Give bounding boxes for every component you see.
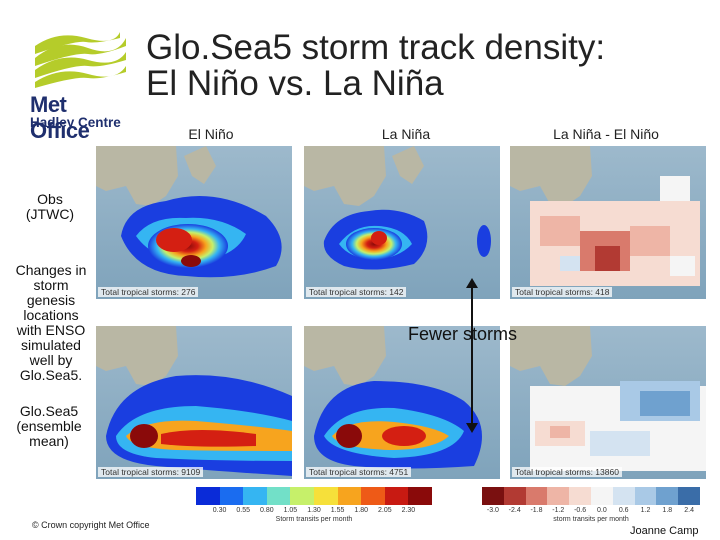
colorbar-tick-label: 0.0 [597, 507, 607, 514]
colorbar-difference-strip [482, 487, 700, 505]
panel-caption: Total tropical storms: 276 [98, 287, 199, 297]
title-line-2: El Niño vs. La Niña [146, 64, 444, 103]
column-header-el-nino: El Niño [188, 126, 234, 142]
colorbar-difference-ticks: -3.0 -2.4 -1.8 -1.2 -0.6 0.0 0.6 1.2 1.8 2.4 [482, 507, 700, 516]
colorbar-swatch [547, 487, 570, 505]
colorbar-swatch [656, 487, 679, 505]
note-line: with ENSO [16, 322, 86, 338]
colorbar-swatch [290, 487, 314, 505]
row-label-model: Glo.Sea5 (ensemble mean) [6, 404, 92, 449]
row-note: Changes in storm genesis locations with … [8, 263, 94, 383]
column-header-difference: La Niña - El Niño [553, 126, 659, 142]
double-arrow-icon [466, 278, 478, 433]
row-label-model-line3: mean) [29, 433, 69, 449]
colorbar-tick-label: 0.80 [259, 507, 274, 514]
row-label-model-line1: Glo.Sea5 [19, 403, 79, 419]
colorbar-swatch [408, 487, 432, 505]
note-line: Changes in [15, 262, 87, 278]
colorbar-tick-label: -1.8 [530, 507, 543, 514]
note-line: genesis [26, 292, 76, 308]
map-model-difference: Total tropical storms: 13860 [510, 326, 706, 479]
colorbar-swatch [361, 487, 385, 505]
colorbar-swatch [612, 487, 635, 505]
logo-swoosh-icon [35, 32, 126, 88]
note-line: Glo.Sea5. [19, 367, 83, 383]
colorbar-density-ticks: 0.30 0.55 0.80 1.05 1.30 1.55 1.80 2.05 2.30 [196, 507, 432, 516]
column-header-la-nina: La Niña [381, 126, 431, 142]
map-model-el-nino: Total tropical storms: 9109 [96, 326, 292, 479]
colorbar-tick-label: 1.55 [330, 507, 345, 514]
colorbar-density-label: Storm transits per month [275, 516, 353, 523]
colorbar-swatch [569, 487, 591, 505]
colorbar-swatch [482, 487, 504, 505]
row-label-model-line2: (ensemble [16, 418, 82, 434]
colorbar-tick-label: -0.6 [574, 507, 587, 514]
colorbar-swatch [525, 487, 548, 505]
map-obs-la-nina: Total tropical storms: 142 [304, 146, 500, 299]
colorbar-tick-label: -2.4 [508, 507, 521, 514]
colorbar-tick-label: 0.30 [212, 507, 227, 514]
panel-caption: Total tropical storms: 142 [306, 287, 407, 297]
panel-caption: Total tropical storms: 13860 [512, 467, 622, 477]
map-obs-el-nino: Total tropical storms: 276 [96, 146, 292, 299]
title-line-1: Glo.Sea5 storm track density: [146, 28, 606, 67]
colorbar-tick-label: 2.05 [377, 507, 392, 514]
colorbar-tick-label: 1.30 [307, 507, 321, 514]
colorbar-tick-label: 1.80 [354, 507, 368, 514]
colorbar-difference-label: storm transits per month [553, 516, 629, 523]
colorbar-tick-label: 1.8 [662, 507, 673, 514]
colorbar-tick-label: -1.2 [552, 507, 565, 514]
row-label-obs-line1: Obs [37, 191, 63, 207]
copyright-notice: © Crown copyright Met Office [32, 520, 150, 530]
colorbar-swatch [384, 487, 409, 505]
row-label-obs-line2: (JTWC) [25, 206, 75, 222]
map-obs-difference: Total tropical storms: 418 [510, 146, 706, 299]
colorbar-tick-label: -3.0 [486, 507, 499, 514]
colorbar-swatch [196, 487, 220, 505]
colorbar-tick-label: 0.55 [236, 507, 250, 514]
annotation-fewer-storms: Fewer storms [408, 324, 518, 344]
colorbar-swatch [678, 487, 700, 505]
colorbar-swatch [590, 487, 613, 505]
met-office-logo: Met Office Hadley Centre [30, 30, 130, 143]
author-name: Joanne Camp [630, 525, 699, 537]
row-label-obs: Obs (JTWC) [10, 192, 90, 222]
colorbar-tick-label: 1.2 [640, 507, 651, 514]
colorbar-swatch [313, 487, 338, 505]
map-model-la-nina: Total tropical storms: 4751 [304, 326, 500, 479]
panel-caption: Total tropical storms: 4751 [306, 467, 412, 477]
colorbar-swatch [219, 487, 244, 505]
note-line: simulated [21, 337, 81, 353]
note-line: storm [33, 277, 69, 293]
colorbar-swatch [266, 487, 291, 505]
note-line: locations [23, 307, 79, 323]
colorbar-difference: -3.0 -2.4 -1.8 -1.2 -0.6 0.0 0.6 1.2 1.8 2.4 stor… [482, 487, 700, 525]
slide-title: Glo.Sea5 storm track density: El Niño vs… [146, 30, 605, 102]
panel-caption: Total tropical storms: 418 [512, 287, 613, 297]
colorbar-tick-label: 1.05 [283, 507, 298, 514]
colorbar-swatch [337, 487, 362, 505]
panel-caption: Total tropical storms: 9109 [98, 467, 204, 477]
colorbar-tick-label: 2.30 [401, 507, 416, 514]
colorbar-swatch [634, 487, 657, 505]
colorbar-swatch [243, 487, 267, 505]
logo-text-met-office: Met Office [30, 92, 90, 143]
note-line: well by [29, 352, 73, 368]
colorbar-density-strip [196, 487, 432, 505]
colorbar-tick-label: 2.4 [684, 507, 694, 514]
colorbar-swatch [503, 487, 526, 505]
colorbar-density: 0.30 0.55 0.80 1.05 1.30 1.55 1.80 2.05 2.30 Sto… [196, 487, 432, 525]
colorbar-tick-label: 0.6 [618, 507, 629, 514]
logo-text-hadley-centre: Hadley Centre [30, 115, 121, 130]
